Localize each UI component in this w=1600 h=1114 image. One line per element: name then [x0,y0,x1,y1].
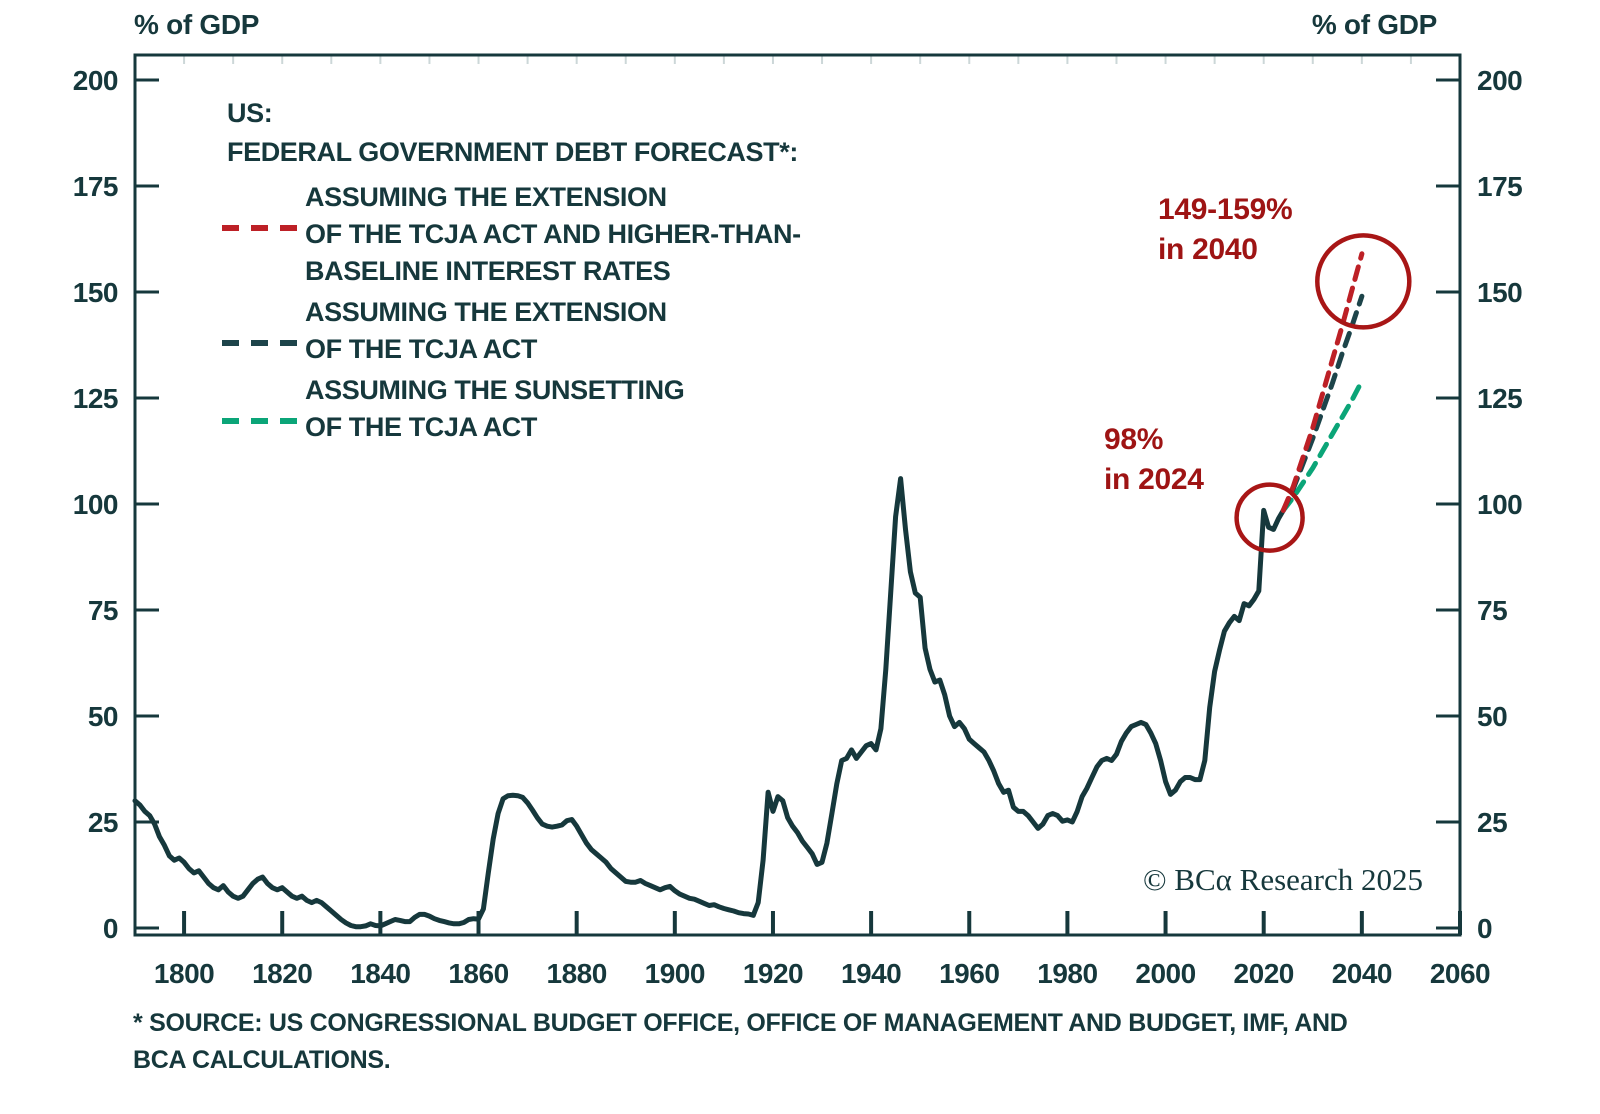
legend-title-line-1: US: [227,98,273,128]
x-tick-label: 1900 [645,958,705,989]
y-axis-title-right: % of GDP [1311,9,1437,40]
annotation-98-in-2024: 98% in 2024 [1104,420,1204,500]
y-tick-label-right: 175 [1477,171,1522,202]
highlight-circle-2040 [1315,233,1412,330]
y-tick-label-left: 125 [73,383,118,414]
x-tick-label: 2000 [1135,958,1195,989]
source-note-line-2: BCA CALCULATIONS. [133,1046,391,1074]
red-dashed-line-swatch [222,225,298,231]
y-tick-label-left: 150 [73,277,118,308]
series-tcja-sunset [1280,378,1365,513]
y-tick-label-left: 100 [73,489,118,520]
y-tick-label-right: 125 [1477,383,1522,414]
y-tick-label-right: 25 [1477,807,1507,838]
annotation-year: in 2024 [1104,463,1204,496]
y-axis-title-left: % of GDP [134,9,260,40]
annotation-value: 149-159% [1158,193,1293,226]
annotation-year: in 2040 [1158,233,1258,266]
legend-item-line: OF THE TCJA ACT AND HIGHER-THAN- [305,219,801,249]
green-dashed-line-swatch [222,418,298,424]
legend: US: FEDERAL GOVERNMENT DEBT FORECAST*: A… [222,94,801,446]
y-tick-label-right: 100 [1477,489,1522,520]
y-tick-label-left: 25 [88,807,118,838]
x-tick-label: 1800 [154,958,214,989]
highlight-circle-2024 [1234,482,1305,553]
copyright-notice: © BCα Research 2025 [1143,862,1423,897]
teal-dashed-line-swatch [222,340,298,346]
annotation-value: 98% [1104,423,1164,456]
source-note: * SOURCE: US CONGRESSIONAL BUDGET OFFICE… [133,1005,1348,1079]
legend-item-line: ASSUMING THE EXTENSION [305,297,667,327]
x-tick-label: 1880 [547,958,607,989]
x-tick-label: 1920 [743,958,803,989]
legend-item-line: ASSUMING THE EXTENSION [305,182,667,212]
source-note-line-1: * SOURCE: US CONGRESSIONAL BUDGET OFFICE… [133,1009,1348,1037]
y-tick-label-right: 75 [1477,595,1507,626]
plot-frame [133,53,1462,937]
annotation-149-159-in-2040: 149-159% in 2040 [1158,190,1293,270]
y-tick-label-left: 0 [103,913,118,944]
x-tick-label: 1840 [350,958,410,989]
legend-item-line: ASSUMING THE SUNSETTING [305,375,685,405]
x-tick-label: 2060 [1430,958,1490,989]
x-tick-label: 1980 [1037,958,1097,989]
y-tick-label-left: 175 [73,171,118,202]
legend-item-line: OF THE TCJA ACT [305,412,537,442]
series-history [132,476,1286,930]
x-tick-label: 1940 [841,958,901,989]
y-tick-label-right: 200 [1477,65,1522,96]
x-tick-label: 2020 [1234,958,1294,989]
legend-item-line: OF THE TCJA ACT [305,334,537,364]
y-tick-label-right: 0 [1477,913,1492,944]
x-tick-label: 1960 [939,958,999,989]
legend-title: US: FEDERAL GOVERNMENT DEBT FORECAST*: [227,94,801,172]
series-tcja-extension-higher-rates [1280,251,1365,513]
legend-item-extension: ASSUMING THE EXTENSION OF THE TCJA ACT [222,294,801,368]
y-tick-label-left: 50 [88,701,118,732]
y-tick-label-left: 75 [88,595,118,626]
y-tick-label-left: 200 [73,65,118,96]
x-tick-label: 1820 [252,958,312,989]
legend-item-sunsetting: ASSUMING THE SUNSETTING OF THE TCJA ACT [222,372,801,446]
legend-item-line: BASELINE INTEREST RATES [305,256,671,286]
x-tick-label: 1860 [448,958,508,989]
legend-title-line-2: FEDERAL GOVERNMENT DEBT FORECAST*: [227,137,798,167]
y-tick-label-right: 50 [1477,701,1507,732]
y-tick-label-right: 150 [1477,277,1522,308]
x-tick-label: 2040 [1332,958,1392,989]
legend-item-extension-higher-rates: ASSUMING THE EXTENSION OF THE TCJA ACT A… [222,179,801,290]
